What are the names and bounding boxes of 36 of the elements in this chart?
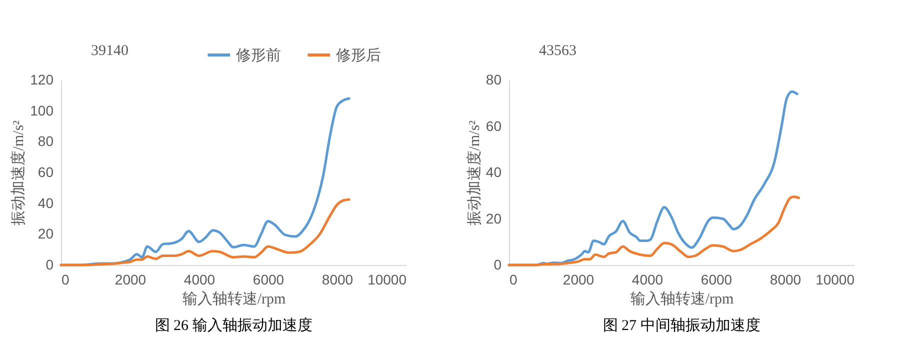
y-axis-title: 振动加速度/m/s² — [466, 120, 483, 226]
y-tick-label: 80 — [486, 72, 502, 88]
y-tick-label: 0 — [494, 256, 502, 272]
legend-label: 修形后 — [336, 47, 381, 64]
y-tick-label: 60 — [38, 164, 54, 180]
y-tick-label: 20 — [486, 210, 502, 226]
x-tick-label: 8000 — [770, 272, 802, 288]
x-tick-label: 2000 — [114, 272, 146, 288]
y-tick-label: 40 — [38, 194, 54, 211]
y-tick-label: 100 — [30, 102, 54, 118]
y-tick-label: 60 — [486, 118, 502, 134]
x-tick-label: 2000 — [562, 272, 594, 288]
text: 图 26 输入轴振动加速度 — [154, 317, 312, 334]
legend-label: 修形前 — [236, 47, 281, 64]
text: 39140 — [91, 43, 128, 59]
y-tick-label: 0 — [46, 256, 54, 272]
text: 43563 — [539, 43, 576, 59]
x-tick-label: 10000 — [368, 272, 407, 288]
x-tick-label: 6000 — [252, 272, 284, 288]
y-tick-label: 80 — [38, 133, 54, 150]
x-tick-label: 6000 — [700, 272, 732, 288]
x-tick-label: 8000 — [322, 272, 354, 288]
y-tick-label: 120 — [30, 72, 54, 88]
x-axis-title: 输入轴转速/rpm — [630, 290, 734, 308]
x-tick-label: 4000 — [184, 272, 216, 288]
line-series — [508, 196, 800, 266]
text: 图 27 中间轴振动加速度 — [602, 317, 760, 334]
x-tick-label: 10000 — [816, 272, 855, 288]
x-axis-title: 输入轴转速/rpm — [182, 290, 286, 308]
x-tick-label: 0 — [62, 272, 70, 288]
x-tick-label: 4000 — [632, 272, 664, 288]
y-tick-label: 40 — [486, 164, 502, 180]
y-tick-label: 20 — [38, 226, 54, 242]
line-series — [60, 198, 350, 266]
y-axis-title: 振动加速度/m/s² — [10, 120, 28, 226]
x-tick-label: 0 — [510, 272, 518, 288]
